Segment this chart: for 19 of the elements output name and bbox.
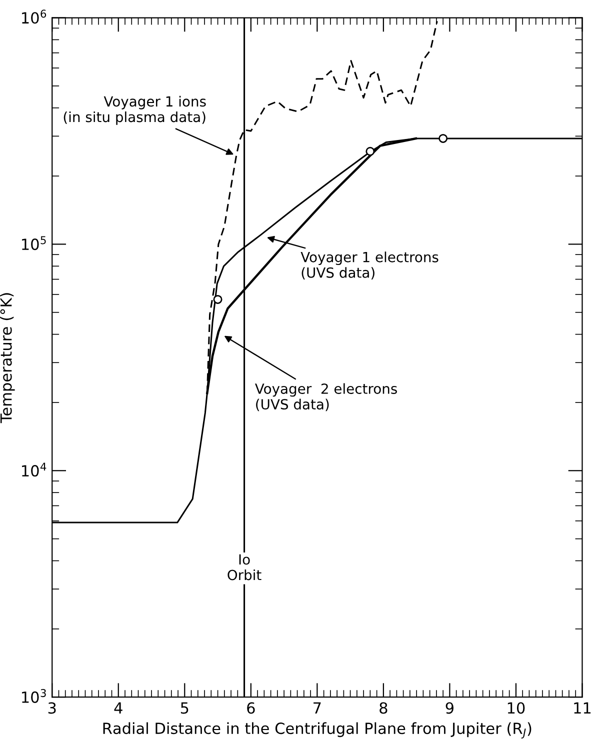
x-tick-label: 4	[114, 702, 122, 714]
annotation: Voyager 2 electrons (UVS data)	[254, 383, 397, 412]
x-tick-label: 9	[446, 702, 454, 714]
y-tick-label: 10$^{6}$	[22, 10, 46, 24]
x-tick-label: 5	[180, 702, 188, 714]
ref-line-label: Io Orbit	[228, 554, 262, 580]
x-axis-title: Radial Distance in the Centrifugal Plane from Jupiter (R$_{J}$)	[103, 722, 532, 739]
annotation: Voyager 1 electrons (UVS data)	[300, 252, 438, 280]
x-tick-label: 8	[380, 702, 388, 714]
y-tick-label: 10$^{4}$	[22, 462, 46, 477]
x-tick-label: 7	[314, 702, 321, 714]
y-axis-title: Temperature (°K)	[0, 293, 15, 424]
x-tick-label: 3	[48, 702, 56, 714]
annotation: Voyager 1 ions (in situ plasma data)	[64, 96, 206, 125]
y-tick-label: 10$^{3}$	[22, 688, 46, 703]
y-tick-label: 10$^{5}$	[22, 236, 46, 250]
x-tick-label: 10	[508, 702, 525, 714]
x-tick-label: 11	[574, 702, 591, 714]
x-tick-label: 6	[247, 702, 255, 714]
